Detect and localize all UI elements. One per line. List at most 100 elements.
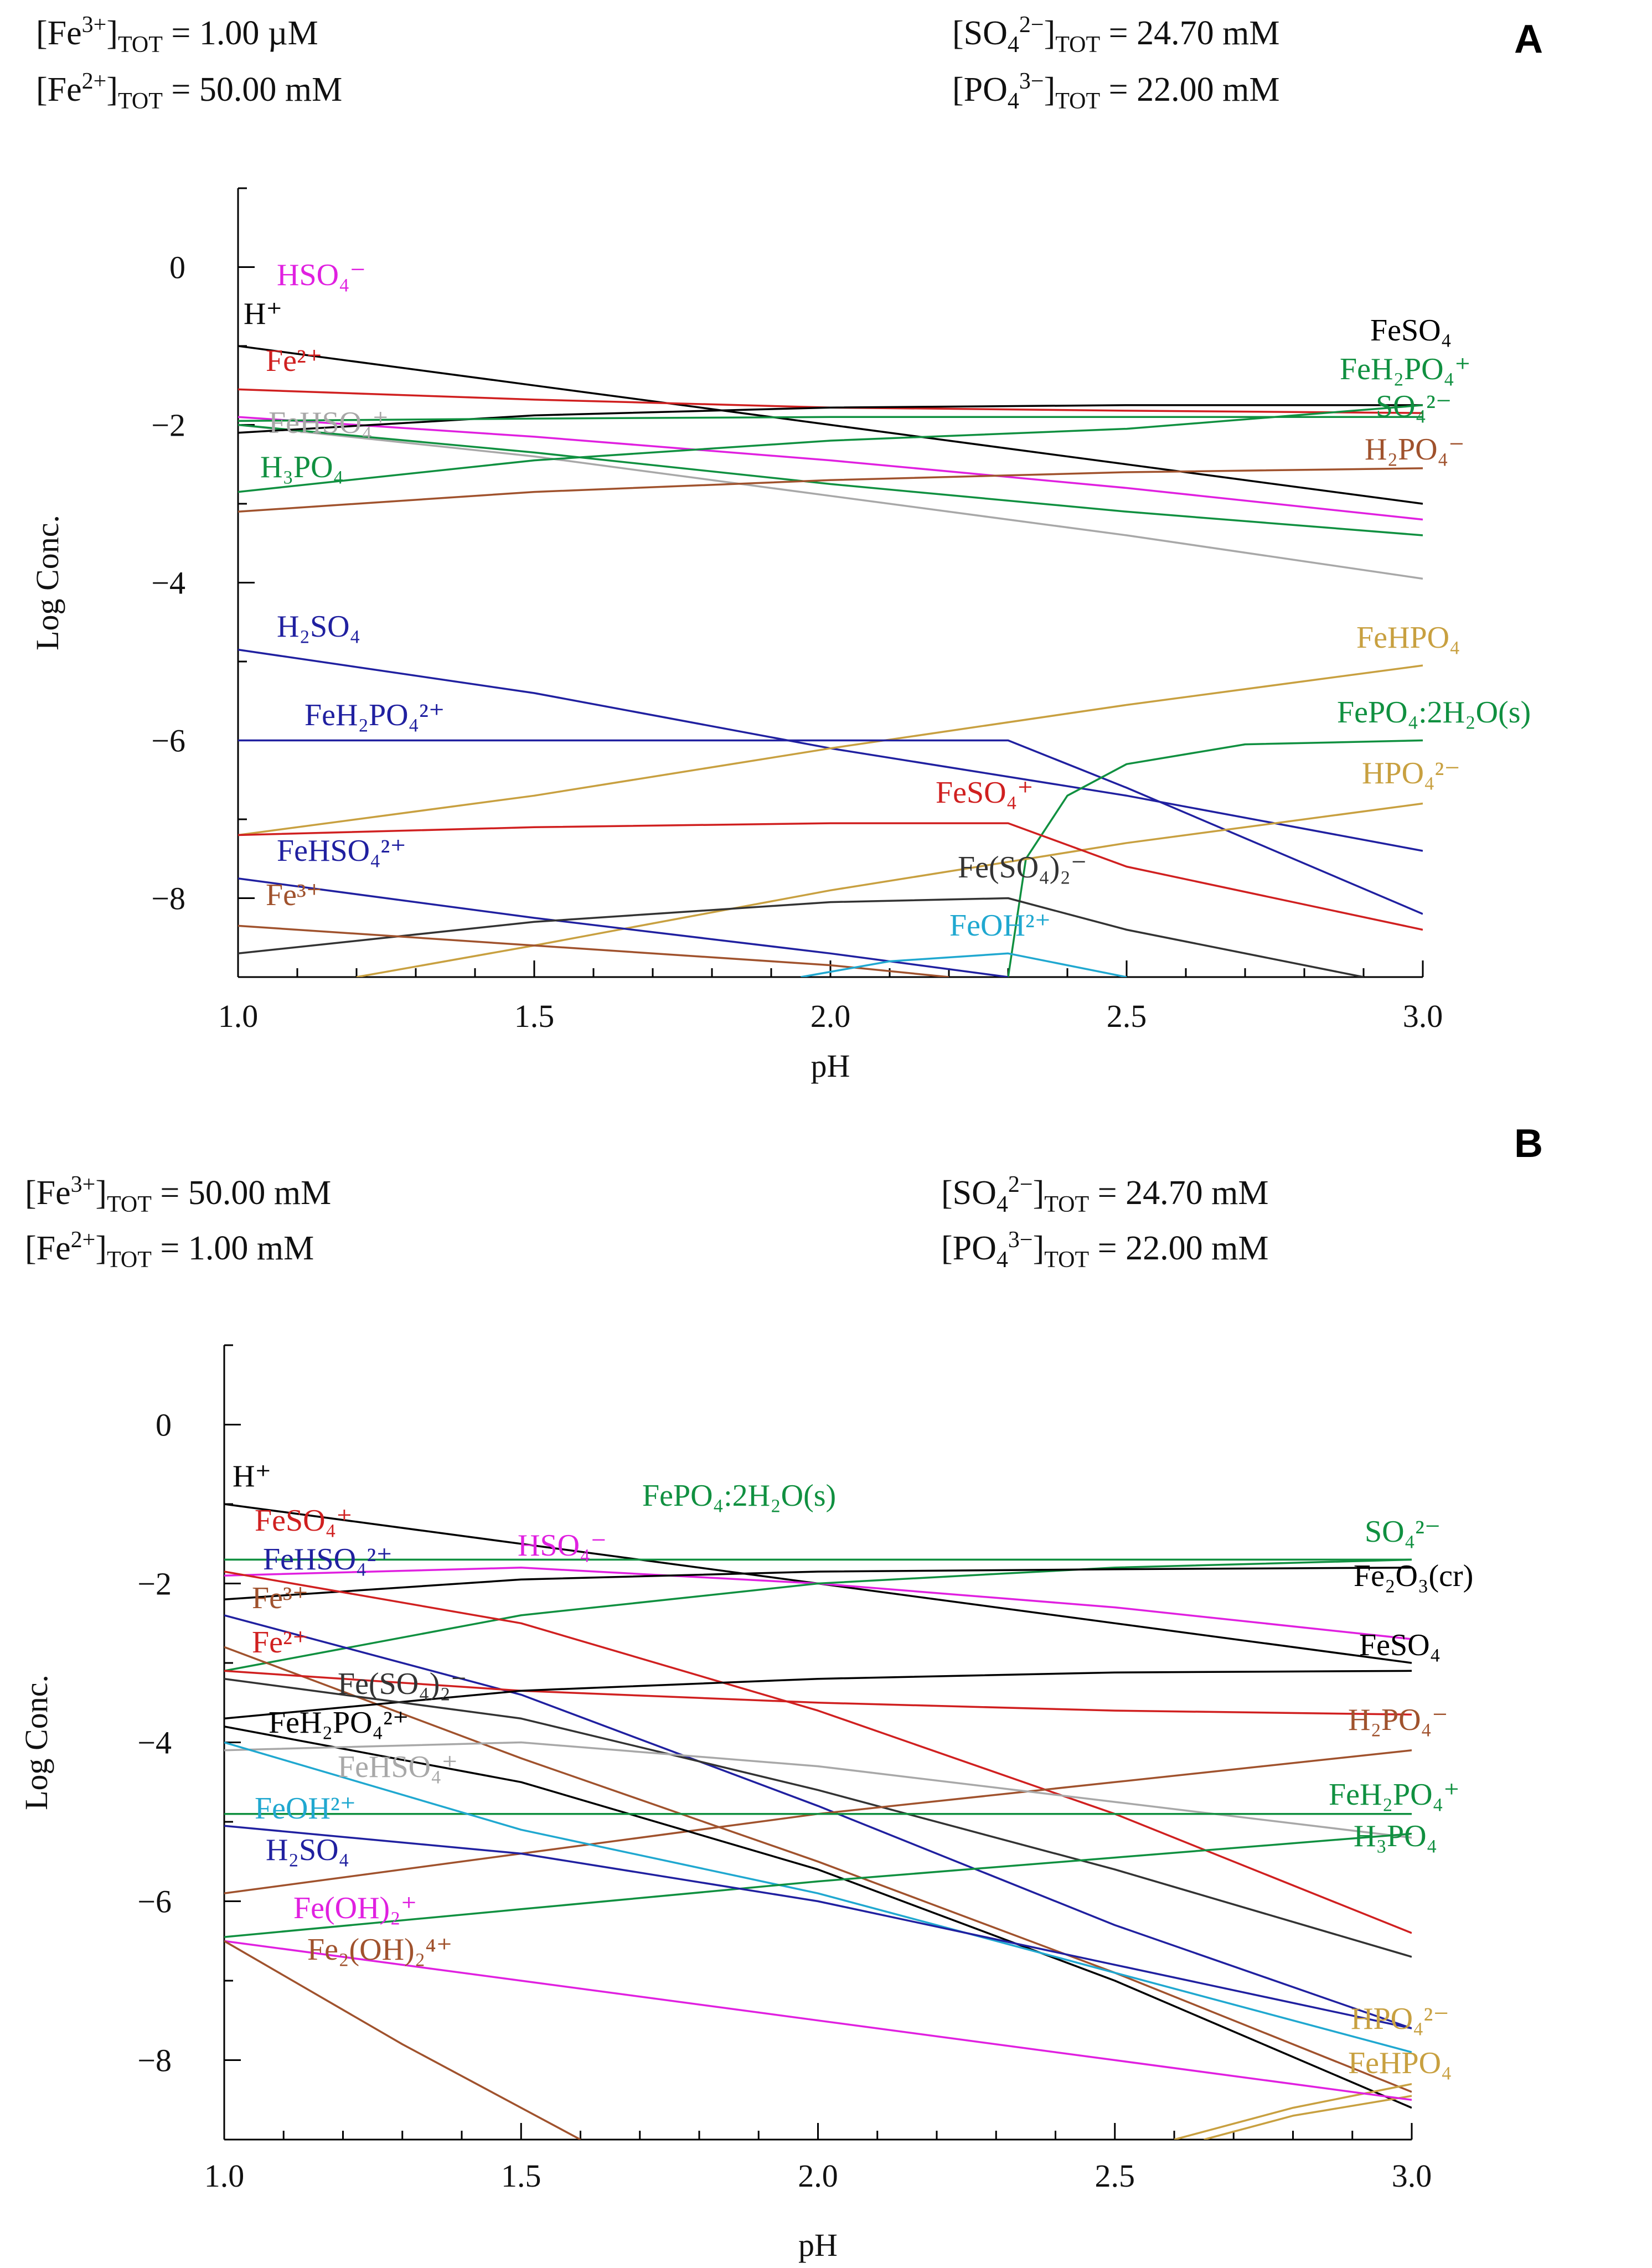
- panel-b-series-feh2po42: [224, 1725, 1412, 2109]
- panel-b-series-fe2o3-cr: [224, 1567, 1412, 1600]
- panel-a-label-fe3: Fe³⁺: [266, 878, 322, 912]
- panel-b-condition-fe3: [Fe3+]TOT = 50.00 mM: [25, 1172, 331, 1217]
- panel-a-label-feoh2: FeOH²⁺: [949, 908, 1051, 943]
- panel-a-series-h3po4: [238, 423, 1423, 536]
- panel-a-label-fehpo4: FeHPO₄: [1356, 621, 1460, 655]
- panel-a-series-h2po4: [238, 467, 1423, 513]
- panel-b-series-feoh2: [224, 1741, 1412, 2053]
- panel-b-label-h: H⁺: [233, 1459, 271, 1494]
- panel-a-series-h2so4: [238, 648, 1423, 852]
- panel-b-condition-po4: [PO43−]TOT = 22.00 mM: [941, 1227, 1268, 1273]
- panel-a-condition-fe2: [Fe2+]TOT = 50.00 mM: [36, 69, 342, 114]
- panel-b-series-fe-oh-2: [224, 1940, 1412, 2101]
- panel-b-x-axis-title: pH: [798, 2227, 838, 2263]
- panel-a-label-hpo42: HPO₄²⁻: [1362, 756, 1460, 791]
- panel-b-condition-so4: [SO42−]TOT = 24.70 mM: [941, 1172, 1268, 1217]
- panel-b-label-feso4: FeSO₄⁺: [255, 1504, 353, 1538]
- panel-a-condition-po4: [PO43−]TOT = 22.00 mM: [952, 69, 1279, 114]
- panel-a-label-fepo4-2h2o-s: FePO₄:2H₂O(s): [1337, 695, 1531, 730]
- panel-b-y-axis-title: Log Conc.: [18, 1675, 54, 1810]
- panel-a-label-h2so4: H₂SO₄: [277, 609, 360, 644]
- panel-a-series-group: [238, 345, 1423, 977]
- panel-a-x-tick-label: 1.5: [514, 998, 555, 1034]
- panel-b-y-tick-label: 0: [156, 1407, 172, 1443]
- panel-a-label-h: H⁺: [244, 297, 282, 331]
- panel-a-series-feoh2: [801, 952, 1127, 977]
- panel-b-x-tick-label: 1.5: [501, 2158, 541, 2194]
- panel-a-plot: 1.0 1.5 2.0 2.5 3.0 0 −2 −4 −6 −8 pH Log Conc. H⁺ HSO…: [29, 187, 1531, 1084]
- panel-a-series-hpo42: [356, 802, 1423, 977]
- panel-b-series-h2so4: [224, 1825, 1412, 2029]
- panel-a-y-tick-label: −2: [151, 407, 185, 443]
- panel-a-condition-fe3: [Fe3+]TOT = 1.00 µM: [36, 12, 318, 58]
- panel-b-y-tick-label: −4: [137, 1725, 172, 1761]
- panel-a-letter: A: [1514, 17, 1543, 61]
- panel-b-label-fehpo4: FeHPO₄: [1348, 2046, 1452, 2080]
- panel-b-condition-fe2: [Fe2+]TOT = 1.00 mM: [25, 1227, 314, 1273]
- panel-b-series-so42: [224, 1558, 1412, 1672]
- panel-a-label-so42: SO₄²⁻: [1376, 389, 1452, 423]
- panel-a-series-fe2: [238, 388, 1423, 414]
- panel-a-y-tick-label: −6: [151, 723, 185, 759]
- panel-b-label-feh2po4: FeH₂PO₄⁺: [1329, 1778, 1460, 1812]
- panel-a-series-fehso4: [238, 423, 1423, 580]
- panel-b-series-fe-so4-2: [224, 1677, 1412, 1958]
- panel-b-label-hso4: HSO₄⁻: [518, 1528, 607, 1563]
- panel-a-label-hso4: HSO₄⁻: [277, 258, 366, 292]
- panel-a-label-fe2: Fe²⁺: [266, 344, 322, 378]
- panel-b-series-fehpo4: [1204, 2095, 1412, 2140]
- panel-b-series-fehso42: [224, 1614, 1412, 2029]
- panel-b-label-feh2po42: FeH₂PO₄²⁺: [269, 1706, 409, 1740]
- panel-a-series-fe-so4-2: [238, 897, 1364, 977]
- panel-a-label-fe-so4-2: Fe(SO₄)₂⁻: [958, 850, 1087, 885]
- panel-a-series-fe3: [238, 924, 949, 977]
- panel-b-label-h2po4: H₂PO₄⁻: [1348, 1703, 1448, 1737]
- panel-a-label-feso4: FeSO₄⁺: [936, 776, 1034, 810]
- panel-a-y-tick-label: −8: [151, 881, 185, 917]
- panel-a-series-feso4: [238, 822, 1423, 931]
- panel-b-label-h3po4: H₃PO₄: [1354, 1819, 1437, 1853]
- panel-a-condition-so4: [SO42−]TOT = 24.70 mM: [952, 12, 1279, 58]
- panel-a-y-axis-title: Log Conc.: [29, 515, 65, 650]
- panel-b-series-fe3: [224, 1646, 1412, 2093]
- panel-b-x-tick-label: 1.0: [204, 2158, 245, 2194]
- panel-a-y-tick-label: −4: [151, 565, 185, 601]
- panel-a-label-h3po4: H₃PO₄: [260, 450, 344, 484]
- panel-a-y-tick-label: 0: [169, 250, 185, 286]
- panel-b-series-group: [224, 1503, 1412, 2140]
- panel-a: [Fe3+]TOT = 1.00 µM [Fe2+]TOT = 50.00 mM…: [29, 12, 1543, 1084]
- panel-b-x-tick-label: 3.0: [1392, 2158, 1432, 2194]
- panel-b-label-h2so4: H₂SO₄: [266, 1833, 349, 1867]
- panel-a-x-tick-label: 3.0: [1403, 998, 1443, 1034]
- panel-a-series-feh2po42: [238, 739, 1423, 915]
- panel-a-x-axis-title: pH: [811, 1048, 850, 1084]
- panel-b-label-fepo4-2h2o-s: FePO₄:2H₂O(s): [642, 1479, 836, 1513]
- panel-b-label-feso4: FeSO₄: [1359, 1628, 1441, 1662]
- panel-a-series-fehpo4: [238, 664, 1423, 836]
- panel-a-x-tick-label: 1.0: [218, 998, 259, 1034]
- panel-b-label-fe2: Fe²⁺: [252, 1625, 308, 1660]
- panel-b-series-feso4: [224, 1670, 1412, 1720]
- panel-a-series-feh2po4: [238, 404, 1423, 493]
- panel-b-series-fe2: [224, 1670, 1412, 1716]
- panel-a-series-feso4: [238, 404, 1423, 434]
- panel-b: B [Fe3+]TOT = 50.00 mM [Fe2+]TOT = 1.00 …: [18, 1122, 1543, 2263]
- panel-b-label-hpo42: HPO₄²⁻: [1351, 2002, 1449, 2036]
- panel-b-label-feoh2: FeOH²⁺: [255, 1791, 356, 1826]
- panel-b-series-fe2-oh-24: [224, 1940, 581, 2140]
- panel-a-series-h: [238, 345, 1423, 505]
- panel-b-x-tick-label: 2.5: [1095, 2158, 1135, 2194]
- panel-a-x-tick-label: 2.0: [810, 998, 851, 1034]
- panel-a-series-so42: [238, 416, 1423, 422]
- panel-a-label-fehso42: FeHSO₄²⁺: [277, 834, 406, 868]
- panel-a-series-hso4: [238, 416, 1423, 521]
- panel-b-label-fe-so4-2: Fe(SO₄)₂⁻: [338, 1667, 467, 1701]
- panel-b-label-fehso4: FeHSO₄⁺: [338, 1750, 458, 1784]
- panel-a-label-feh2po4: FeH₂PO₄⁺: [1340, 352, 1471, 386]
- panel-b-series-h3po4: [224, 1832, 1412, 1938]
- panel-b-letter: B: [1514, 1122, 1543, 1166]
- panel-b-label-so42: SO₄²⁻: [1365, 1515, 1441, 1549]
- panel-b-y-tick-label: −8: [137, 2043, 172, 2079]
- panel-b-x-tick-label: 2.0: [798, 2158, 838, 2194]
